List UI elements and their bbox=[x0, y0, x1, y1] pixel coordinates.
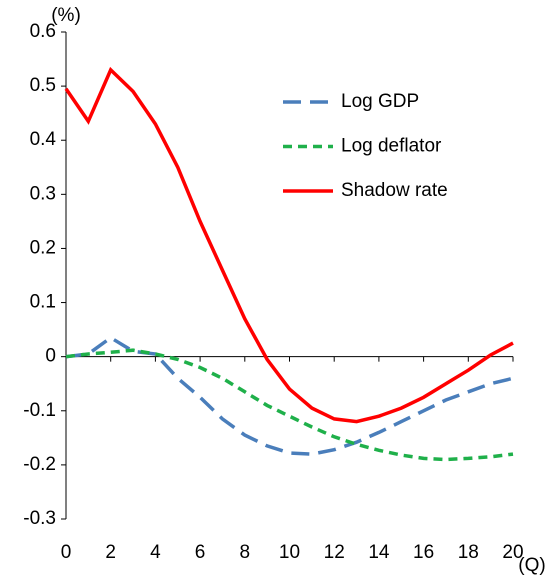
x-tick-label: 20 bbox=[502, 542, 523, 563]
y-tick-label: 0 bbox=[45, 346, 56, 367]
x-tick-label: 8 bbox=[240, 542, 251, 563]
x-tick-label: 0 bbox=[61, 542, 72, 563]
y-tick-label: 0.5 bbox=[30, 75, 56, 96]
x-tick-label: 14 bbox=[368, 542, 390, 563]
y-tick-label: -0.3 bbox=[23, 508, 56, 529]
x-tick-label: 16 bbox=[413, 542, 434, 563]
legend-label: Shadow rate bbox=[341, 180, 448, 201]
y-unit: (%) bbox=[51, 5, 81, 26]
x-unit: (Q) bbox=[518, 555, 545, 576]
legend-label: Log deflator bbox=[341, 136, 442, 157]
legend-label: Log GDP bbox=[341, 91, 419, 112]
x-tick-label: 2 bbox=[105, 542, 116, 563]
x-tick-label: 10 bbox=[279, 542, 300, 563]
y-tick-label: 0.1 bbox=[30, 292, 56, 313]
y-tick-label: 0.4 bbox=[30, 129, 57, 150]
x-tick-label: 12 bbox=[324, 542, 345, 563]
x-tick-label: 18 bbox=[458, 542, 479, 563]
x-tick-label: 6 bbox=[195, 542, 206, 563]
y-tick-label: -0.1 bbox=[23, 400, 56, 421]
y-tick-label: -0.2 bbox=[23, 454, 56, 475]
x-tick-label: 4 bbox=[150, 542, 161, 563]
series-line bbox=[65, 335, 514, 456]
y-tick-label: 0.3 bbox=[30, 183, 56, 204]
y-tick-label: 0.2 bbox=[30, 237, 56, 258]
series-line bbox=[64, 66, 514, 424]
series-line bbox=[65, 348, 514, 462]
y-tick-label: 0.6 bbox=[30, 21, 56, 42]
